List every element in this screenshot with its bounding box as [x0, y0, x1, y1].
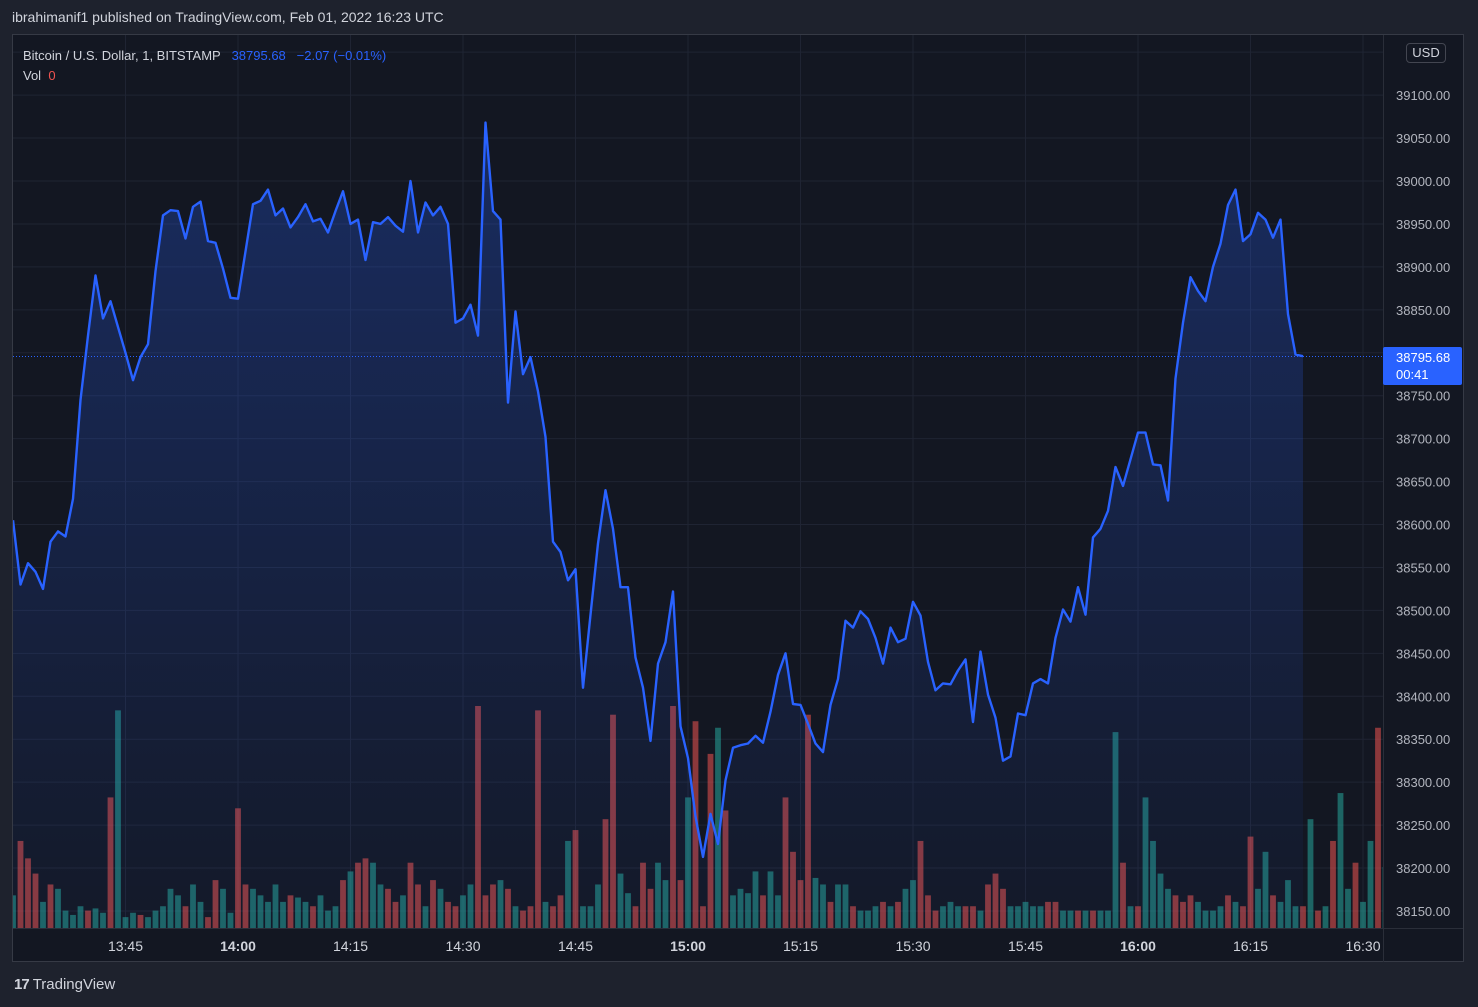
- volume-bar: [1367, 840, 1374, 928]
- volume-bar: [1382, 867, 1383, 928]
- price-tick-label: 38250.00: [1396, 818, 1450, 833]
- volume-bar: [715, 727, 721, 928]
- tradingview-logo-icon: 17: [14, 976, 30, 993]
- price-tick-label: 38350.00: [1396, 732, 1450, 747]
- currency-button[interactable]: USD: [1406, 43, 1446, 63]
- volume-bar: [1375, 727, 1381, 928]
- time-tick-label: 15:45: [1008, 938, 1043, 954]
- bar-countdown: 00:41: [1396, 367, 1429, 382]
- price-tick-label: 39000.00: [1396, 174, 1450, 189]
- price-tick-label: 39050.00: [1396, 131, 1450, 146]
- price-tick-label: 38150.00: [1396, 904, 1450, 919]
- time-tick-label: 16:15: [1233, 938, 1268, 954]
- price-tick-label: 38500.00: [1396, 603, 1450, 618]
- volume-value: 0: [48, 68, 56, 83]
- time-tick-label: 15:15: [783, 938, 818, 954]
- price-tick-label: 38450.00: [1396, 646, 1450, 661]
- price-tick-label: 38200.00: [1396, 861, 1450, 876]
- publication-header: ibrahimanif1 published on TradingView.co…: [12, 9, 444, 25]
- price-tick-label: 38400.00: [1396, 689, 1450, 704]
- price-line: [13, 121, 1304, 859]
- volume-bar: [1345, 888, 1351, 928]
- time-axis: 13:45 14:00 14:15 14:30 14:45 15:00 15:15 15:30…: [108, 938, 1381, 954]
- price-tick-label: 38650.00: [1396, 475, 1450, 490]
- price-tick-label: 38550.00: [1396, 560, 1450, 575]
- price-tick-label: 38900.00: [1396, 260, 1450, 275]
- price-tick-label: 38300.00: [1396, 775, 1450, 790]
- time-tick-label: 16:30: [1345, 938, 1380, 954]
- price-tick-label: 38600.00: [1396, 518, 1450, 533]
- price-tick-label: 38850.00: [1396, 303, 1450, 318]
- time-tick-label: 14:00: [220, 938, 256, 954]
- volume-label[interactable]: Vol: [23, 68, 42, 83]
- volume-bar: [1307, 819, 1314, 928]
- volume-bar: [1360, 901, 1366, 928]
- last-price-tag-value: 38795.68: [1396, 350, 1451, 365]
- price-change-value: −2.07 (−0.01%): [296, 48, 387, 63]
- volume-bar: [1330, 840, 1336, 928]
- price-tick-label: 38950.00: [1396, 217, 1450, 232]
- time-tick-label: 14:45: [558, 938, 593, 954]
- volume-bar: [1322, 906, 1329, 928]
- tradingview-footer[interactable]: 17 TradingView: [14, 976, 115, 993]
- price-axis: 39100.00 39050.00 39000.00 38950.00 38900.00…: [1396, 88, 1450, 919]
- volume-bar: [1337, 793, 1344, 928]
- last-price-tag: 38795.68 00:41: [1383, 347, 1462, 385]
- time-tick-label: 14:15: [333, 938, 368, 954]
- time-tick-label: 14:30: [445, 938, 480, 954]
- last-price-value: 38795.68: [231, 48, 286, 63]
- time-tick-label: 15:00: [670, 938, 706, 954]
- price-tick-label: 39100.00: [1396, 88, 1450, 103]
- volume-bar: [1315, 910, 1321, 928]
- symbol-label[interactable]: Bitcoin / U.S. Dollar, 1, BITSTAMP: [23, 48, 221, 63]
- tradingview-brand: TradingView: [32, 976, 116, 993]
- volume-bar: [1352, 862, 1359, 928]
- price-area: [13, 122, 1303, 928]
- time-tick-label: 15:30: [895, 938, 930, 954]
- price-tick-label: 38700.00: [1396, 432, 1450, 447]
- price-tick-label: 38750.00: [1396, 389, 1450, 404]
- time-tick-label: 16:00: [1120, 938, 1156, 954]
- time-tick-label: 13:45: [108, 938, 143, 954]
- chart-legend: Bitcoin / U.S. Dollar, 1, BITSTAMP 38795…: [23, 46, 386, 86]
